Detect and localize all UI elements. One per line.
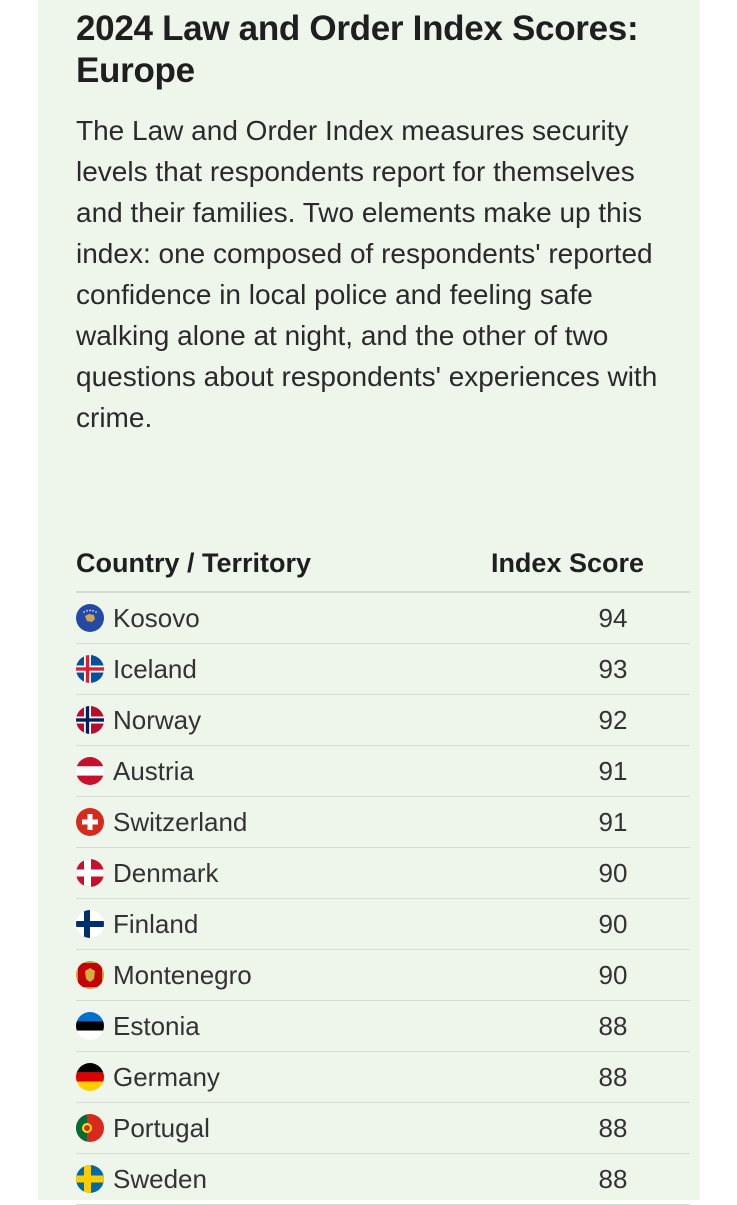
flag-icon — [76, 859, 104, 887]
index-score: 91 — [598, 755, 628, 786]
column-header: Index Score — [490, 548, 644, 578]
table-row: Sweden 88 — [76, 1154, 690, 1205]
index-score: 90 — [598, 959, 628, 990]
index-score: 88 — [598, 1010, 628, 1041]
index-score: 93 — [598, 653, 628, 684]
country-name: Iceland — [113, 653, 197, 684]
flag-icon — [76, 757, 104, 785]
table-row: Norway 92 — [76, 695, 690, 746]
title: 2024 Law and Order Index Scores: Europe — [76, 9, 639, 90]
country-name: Germany — [113, 1061, 220, 1092]
index-score: 94 — [598, 602, 628, 633]
country-name: Austria — [113, 755, 194, 786]
table-header: Country / Territory Index Score — [76, 536, 690, 593]
table-row: Portugal 88 — [76, 1103, 690, 1154]
country-name: Estonia — [113, 1010, 200, 1041]
table-row: Finland 90 — [76, 899, 690, 950]
flag-icon — [76, 961, 104, 989]
table-row: Denmark 90 — [76, 848, 690, 899]
flag-icon — [76, 1165, 104, 1193]
flag-icon — [76, 1114, 104, 1142]
index-score: 92 — [598, 704, 628, 735]
flag-icon — [76, 808, 104, 836]
flag-icon — [76, 1063, 104, 1091]
table-row: Austria 91 — [76, 746, 690, 797]
index-score: 88 — [598, 1163, 628, 1194]
table-row: Estonia 88 — [76, 1001, 690, 1052]
column-header: Country / Territory — [76, 548, 312, 578]
country-name: Denmark — [113, 857, 219, 888]
index-score: 88 — [598, 1061, 628, 1092]
country-name: Switzerland — [113, 806, 248, 837]
flag-icon — [76, 910, 104, 938]
country-name: Norway — [113, 704, 202, 735]
table: Country / Territory Index Score Kosovo 94… — [76, 536, 690, 1205]
index-score: 91 — [598, 806, 628, 837]
country-name: Sweden — [113, 1163, 207, 1194]
flag-icon — [76, 604, 104, 632]
index-score: 88 — [598, 1112, 628, 1143]
flag-icon — [76, 706, 104, 734]
table-row: Switzerland 91 — [76, 797, 690, 848]
country-name: Portugal — [113, 1112, 210, 1143]
country-name: Montenegro — [113, 959, 252, 990]
country-name: Finland — [113, 908, 199, 939]
flag-icon — [76, 655, 104, 683]
table-row: Iceland 93 — [76, 644, 690, 695]
country-name: Kosovo — [113, 602, 200, 633]
table-row: Montenegro 90 — [76, 950, 690, 1001]
description: The Law and Order Index measures securit… — [76, 115, 658, 433]
index-score: 90 — [598, 857, 628, 888]
table-row: Kosovo 94 — [76, 593, 690, 644]
table-row: Germany 88 — [76, 1052, 690, 1103]
flag-icon — [76, 1012, 104, 1040]
index-score: 90 — [598, 908, 628, 939]
